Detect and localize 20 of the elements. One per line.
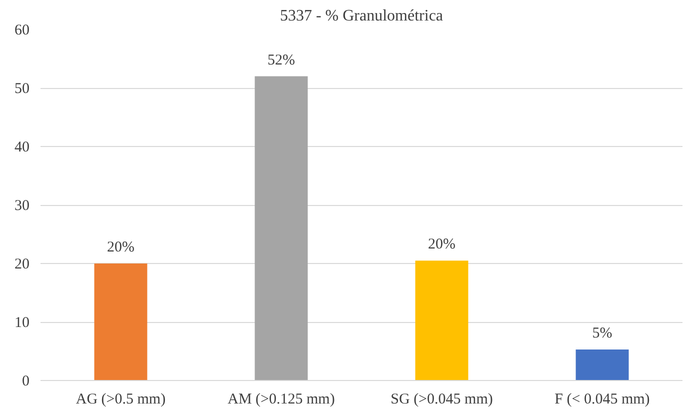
y-tick-label: 50 (14, 81, 30, 97)
chart-title: 5337 - % Granulométrica (280, 8, 444, 24)
bar (254, 76, 308, 380)
y-tick-label: 10 (14, 315, 30, 331)
x-tick-label: AM (>0.125 mm) (228, 392, 335, 408)
y-tick-label: 0 (22, 374, 30, 390)
bar (415, 260, 468, 380)
y-tick-label: 40 (14, 140, 30, 156)
bar (576, 349, 629, 380)
y-tick-label: 20 (14, 256, 30, 272)
bar (94, 264, 148, 380)
x-tick-label: AG (>0.5 mm) (76, 392, 166, 408)
x-tick-label: SG (>0.045 mm) (390, 392, 493, 408)
data-label: 20% (428, 236, 456, 253)
y-tick-label: 30 (14, 198, 30, 214)
x-tick-label: F (< 0.045 mm) (554, 392, 650, 408)
data-label: 52% (268, 52, 295, 68)
y-tick-label: 60 (14, 22, 30, 38)
data-label: 20% (107, 240, 134, 256)
data-label: 5% (592, 325, 612, 342)
